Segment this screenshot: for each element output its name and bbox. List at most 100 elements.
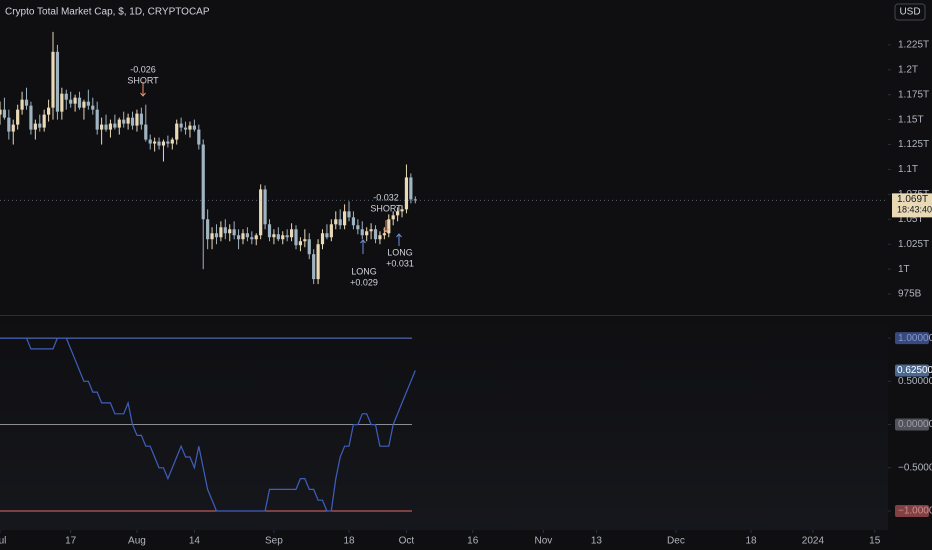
signal-annotation: SHORT <box>127 75 159 85</box>
last-value-box <box>895 364 929 377</box>
candle-body <box>183 127 188 130</box>
candle-body <box>0 109 2 115</box>
candle-body <box>334 219 338 225</box>
candle-body <box>356 225 360 230</box>
y-tick-label: 0.50000 <box>898 376 932 387</box>
candle-body <box>365 231 369 236</box>
chart-title: Crypto Total Market Cap, $, 1D, CRYPTOCA… <box>5 7 210 18</box>
x-tick-label: 14 <box>189 536 201 547</box>
candle-body <box>312 254 316 280</box>
candle-body <box>351 217 356 226</box>
candle-body <box>263 189 267 225</box>
candle-body <box>396 211 400 216</box>
y-tick-label: 1.225T <box>898 39 929 50</box>
candle-body <box>153 141 157 144</box>
candle-body <box>86 101 90 106</box>
candle-body <box>325 233 329 238</box>
candle-body <box>60 93 64 112</box>
candle-body <box>144 124 148 140</box>
y-tick-label: 1T <box>898 264 910 275</box>
candle-body <box>170 139 174 144</box>
x-tick-label: 18 <box>745 536 757 547</box>
x-tick-label: Sep <box>265 536 283 547</box>
candle-body <box>285 235 289 238</box>
candle-body <box>409 177 413 200</box>
signal-arrow-head <box>396 233 402 238</box>
last-value-label: 0.62500 <box>897 365 932 376</box>
candle-body <box>179 123 183 128</box>
candle-body <box>95 109 99 130</box>
signal-arrow-head <box>360 239 366 244</box>
x-tick-label: 13 <box>591 536 603 547</box>
currency-label[interactable]: USD <box>899 7 920 18</box>
candle-body <box>46 107 51 115</box>
candle-body <box>382 233 386 236</box>
candle-body <box>55 51 60 112</box>
candle-body <box>113 123 117 128</box>
candle-body <box>347 211 351 218</box>
candle-body <box>201 144 205 220</box>
candle-body <box>404 177 409 210</box>
candle-body <box>378 235 382 240</box>
y-tick-label: 1.125T <box>898 139 929 150</box>
candle-body <box>259 189 263 236</box>
indicator-line <box>0 337 416 512</box>
currency-button[interactable] <box>894 3 926 21</box>
candle-body <box>342 211 347 226</box>
candle-body <box>157 141 161 146</box>
y-tick-label: −0.50000 <box>898 462 932 473</box>
x-tick-label: Nov <box>535 536 553 547</box>
candle-body <box>161 141 166 146</box>
x-tick-label: 18 <box>343 536 355 547</box>
signal-arrow-head <box>383 228 389 233</box>
y-tick-box <box>895 418 929 431</box>
candle-body <box>16 109 20 125</box>
x-tick-label: 16 <box>467 536 479 547</box>
candle-body <box>281 235 285 240</box>
candle-body <box>387 219 391 234</box>
candle-body <box>236 235 241 240</box>
candle-body <box>197 129 201 145</box>
candle-body <box>303 239 307 242</box>
y-tick-label: 1.025T <box>898 239 929 250</box>
candle-body <box>2 109 7 118</box>
candle-body <box>214 233 219 238</box>
candle-body <box>294 229 298 246</box>
last-price-label: 1.069T <box>897 194 928 205</box>
signal-arrow-head <box>140 92 146 97</box>
signal-annotation: -0.032 <box>373 192 399 202</box>
indicator-pane <box>0 316 888 530</box>
candle-body <box>148 139 152 144</box>
candle-body <box>400 209 404 212</box>
candle-body <box>82 101 86 108</box>
y-tick-box <box>895 332 929 345</box>
x-tick-label: 2024 <box>802 536 825 547</box>
y-tick-label: 975B <box>898 289 922 300</box>
candle-body <box>307 239 311 255</box>
countdown-label: 18:43:40 <box>897 205 932 215</box>
candle-body <box>108 123 113 130</box>
y-tick-label: 1.05T <box>898 214 924 225</box>
candle-body <box>373 229 378 240</box>
candle-body <box>369 229 373 232</box>
candle-body <box>223 227 227 234</box>
y-tick-box <box>895 504 929 517</box>
candle-body <box>192 125 196 130</box>
candle-body <box>232 229 236 236</box>
candle-body <box>91 105 95 110</box>
signal-annotation: LONG <box>387 247 413 257</box>
candle-body <box>206 219 210 240</box>
y-tick-label: 1.2T <box>898 64 918 75</box>
candle-body <box>166 141 170 144</box>
candle-body <box>126 117 130 124</box>
signal-annotation: LONG <box>351 266 377 276</box>
candle-body <box>122 119 126 124</box>
candle-body <box>24 99 29 106</box>
y-tick-label: 1.175T <box>898 89 929 100</box>
candle-body <box>51 51 55 108</box>
candle-body <box>29 105 33 130</box>
candle-body <box>77 97 82 108</box>
last-price-box <box>892 193 932 218</box>
candle-body <box>267 224 272 238</box>
